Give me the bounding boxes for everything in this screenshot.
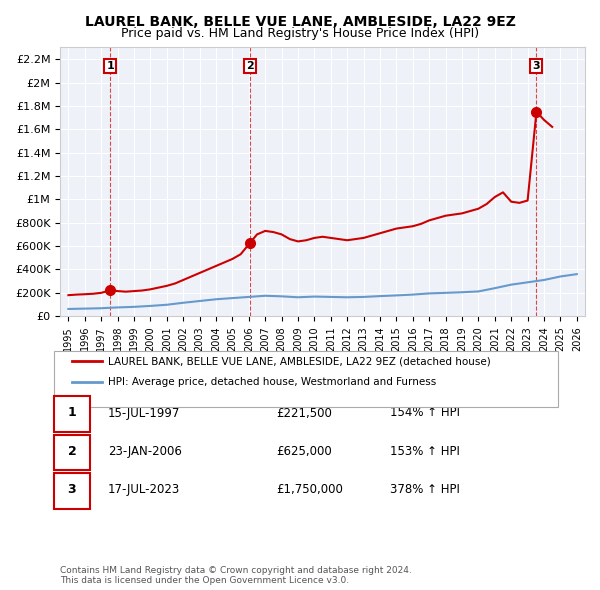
Text: LAUREL BANK, BELLE VUE LANE, AMBLESIDE, LA22 9EZ (detached house): LAUREL BANK, BELLE VUE LANE, AMBLESIDE, … [108, 356, 491, 366]
Text: 3: 3 [533, 61, 540, 71]
Text: 23-JAN-2006: 23-JAN-2006 [108, 445, 182, 458]
Text: 2: 2 [246, 61, 254, 71]
Text: This data is licensed under the Open Government Licence v3.0.: This data is licensed under the Open Gov… [60, 576, 349, 585]
Text: 17-JUL-2023: 17-JUL-2023 [108, 483, 180, 496]
Text: Price paid vs. HM Land Registry's House Price Index (HPI): Price paid vs. HM Land Registry's House … [121, 27, 479, 40]
Text: 378% ↑ HPI: 378% ↑ HPI [390, 483, 460, 496]
Text: 2: 2 [68, 445, 76, 458]
Text: 15-JUL-1997: 15-JUL-1997 [108, 407, 181, 419]
Text: LAUREL BANK, BELLE VUE LANE, AMBLESIDE, LA22 9EZ: LAUREL BANK, BELLE VUE LANE, AMBLESIDE, … [85, 15, 515, 29]
Text: 153% ↑ HPI: 153% ↑ HPI [390, 445, 460, 458]
Text: Contains HM Land Registry data © Crown copyright and database right 2024.: Contains HM Land Registry data © Crown c… [60, 566, 412, 575]
Text: £221,500: £221,500 [276, 407, 332, 419]
Text: 3: 3 [68, 483, 76, 496]
Text: 154% ↑ HPI: 154% ↑ HPI [390, 407, 460, 419]
Text: 1: 1 [68, 407, 76, 419]
Text: £1,750,000: £1,750,000 [276, 483, 343, 496]
Text: HPI: Average price, detached house, Westmorland and Furness: HPI: Average price, detached house, West… [108, 377, 436, 386]
Text: £625,000: £625,000 [276, 445, 332, 458]
Text: 1: 1 [106, 61, 114, 71]
